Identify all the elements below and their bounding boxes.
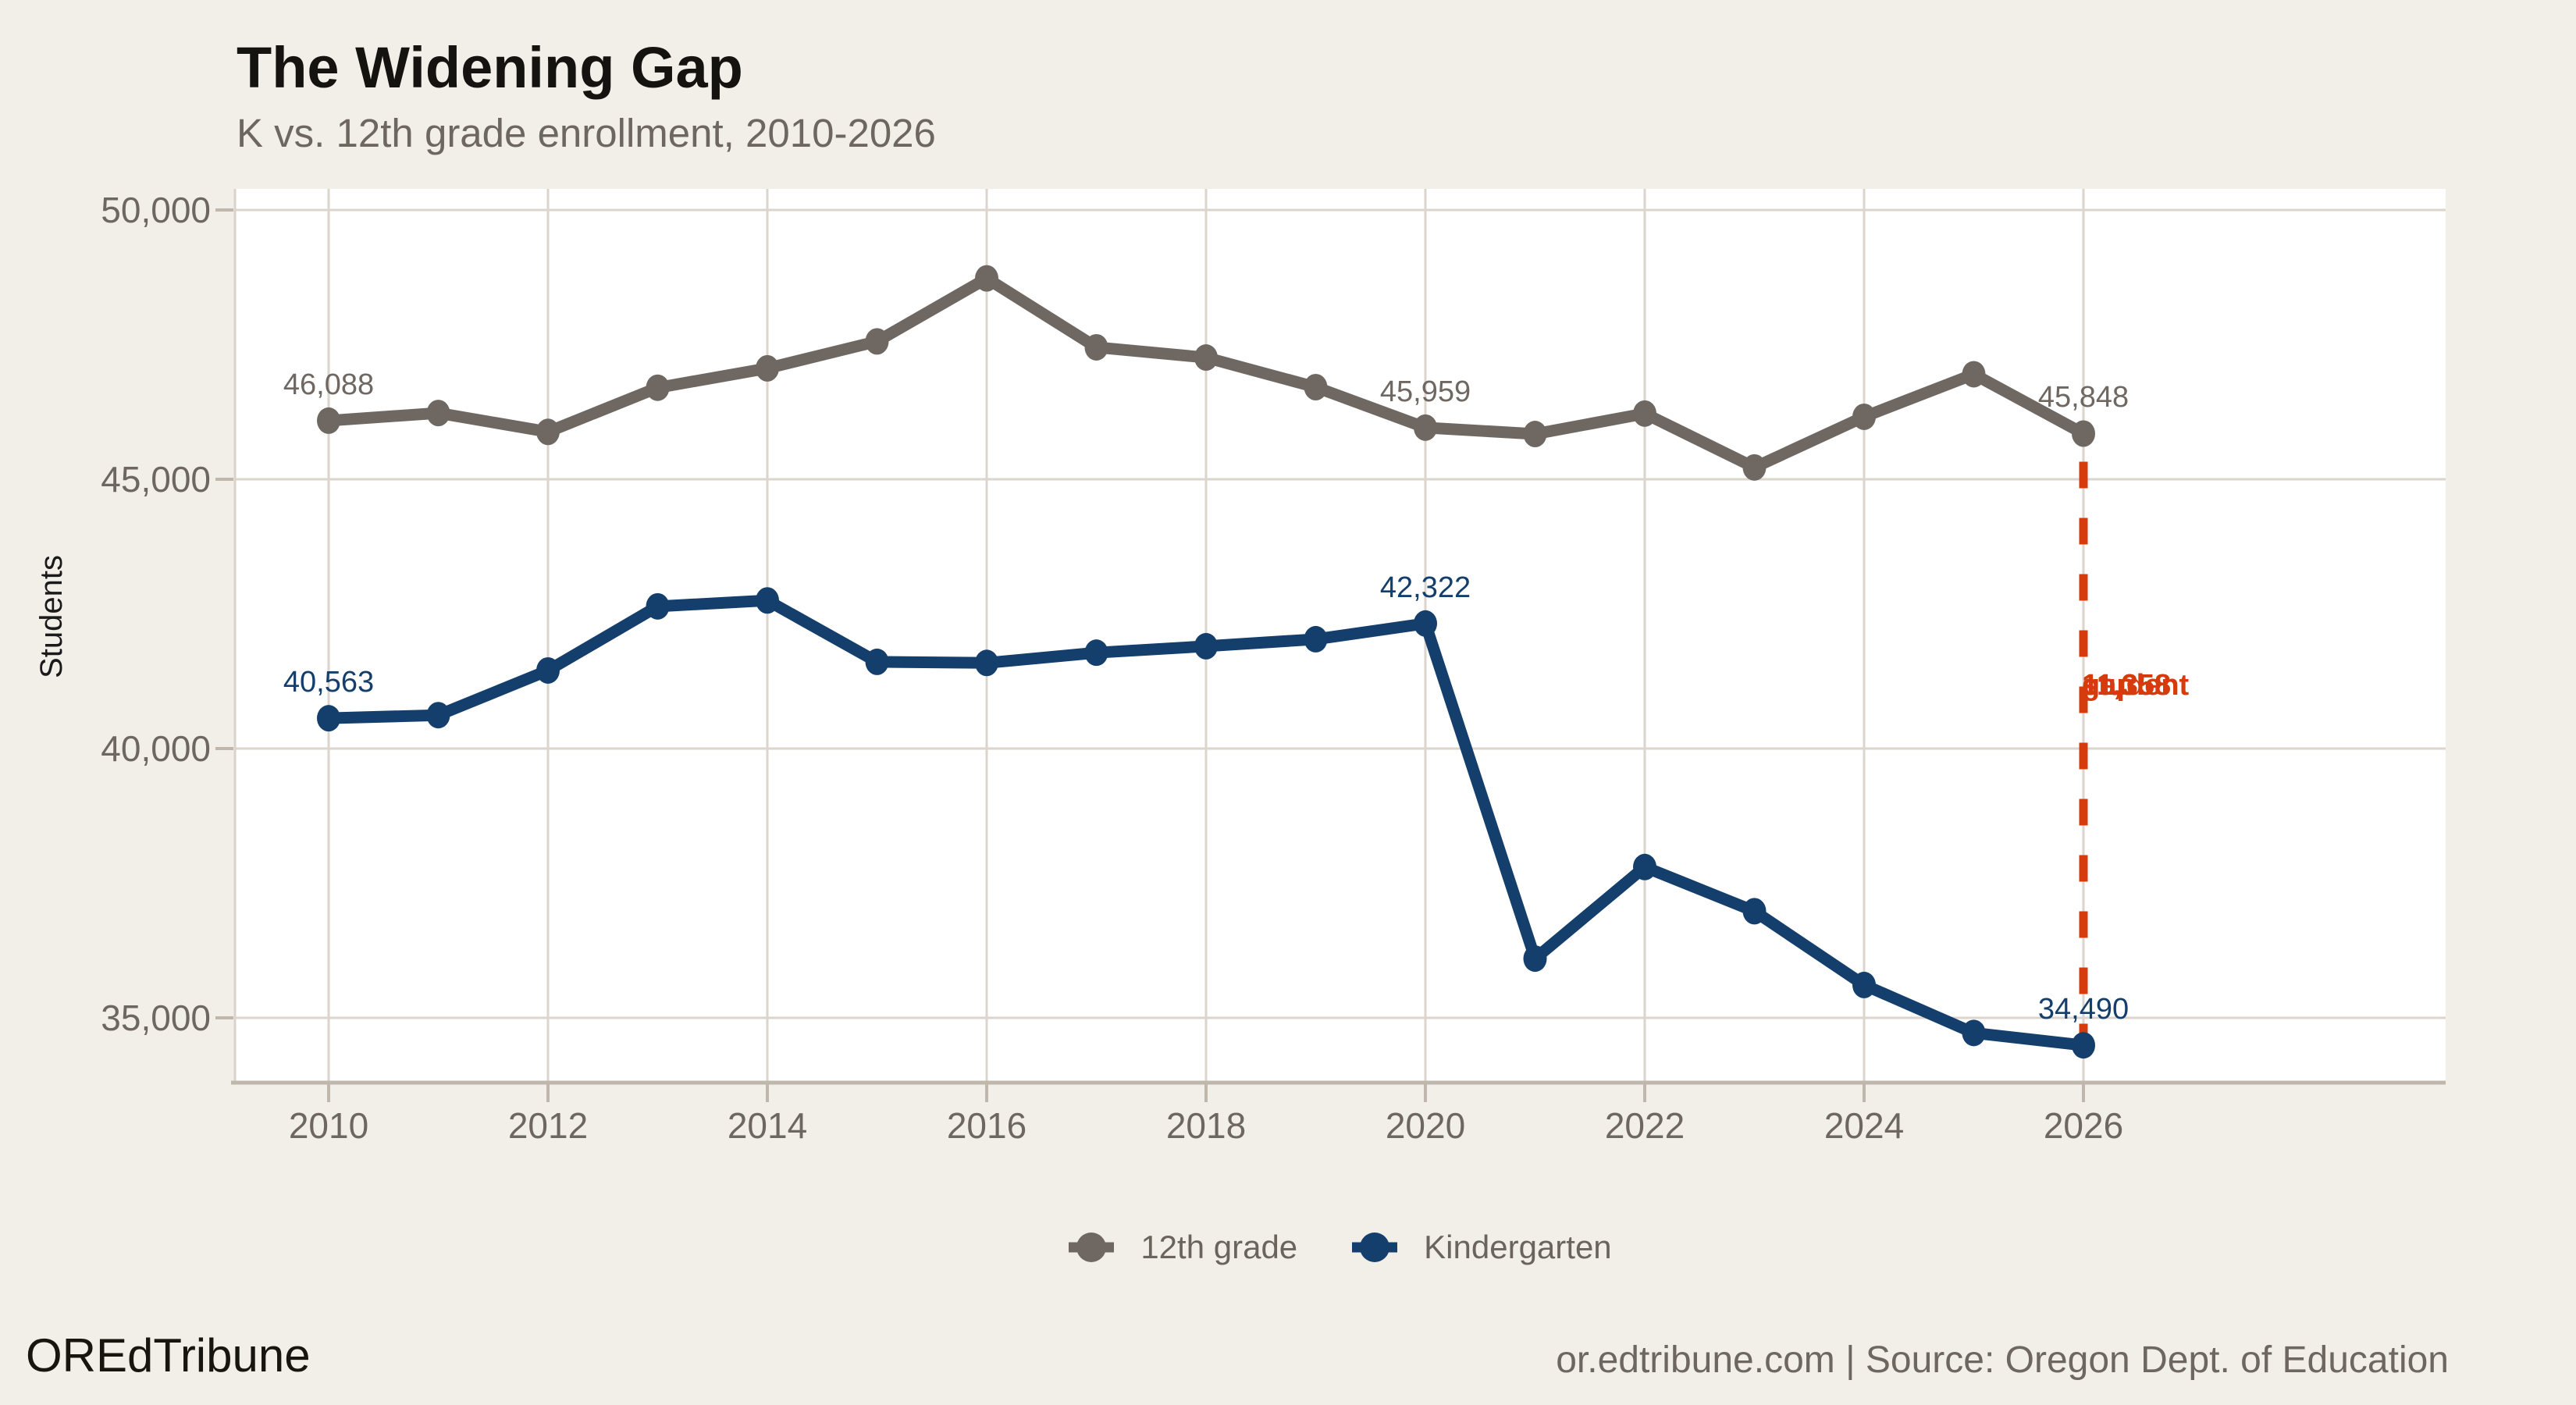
- data-point-kindergarten-2022: [1633, 853, 1656, 880]
- data-point-12th-grade-2015: [865, 328, 889, 355]
- point-label-kindergarten-2026: 34,490: [2037, 993, 2129, 1026]
- data-point-12th-grade-2013: [646, 374, 670, 401]
- x-tick-label-2026: 2026: [2043, 1105, 2124, 1146]
- x-tick-label-2024: 2024: [1823, 1105, 1905, 1146]
- y-tick-label-50000: 50,000: [101, 190, 211, 230]
- data-point-12th-grade-2011: [426, 400, 450, 427]
- x-tick-label-2010: 2010: [288, 1105, 369, 1146]
- gap-annotation-line3: gap: [2082, 669, 2135, 702]
- x-tick-label-2014: 2014: [727, 1105, 808, 1146]
- data-point-12th-grade-2021: [1523, 421, 1547, 448]
- data-point-12th-grade-2016: [975, 265, 998, 292]
- data-point-12th-grade-2014: [756, 354, 779, 382]
- data-point-12th-grade-2019: [1304, 374, 1328, 401]
- point-label-12th-grade-2026: 45,848: [2037, 381, 2129, 414]
- chart-subtitle: K vs. 12th grade enrollment, 2010-2026: [237, 111, 936, 155]
- chart-legend: 12th grade Kindergarten: [235, 1220, 2446, 1275]
- data-point-12th-grade-2022: [1633, 400, 1656, 427]
- data-point-12th-grade-2025: [1962, 361, 1986, 388]
- point-label-12th-grade-2020: 45,959: [1379, 375, 1471, 408]
- y-tick-label-40000: 40,000: [101, 728, 211, 769]
- gap-annotation-line1: 11,358: [2082, 669, 2172, 702]
- legend-label-kindergarten: Kindergarten: [1424, 1229, 1612, 1265]
- data-point-kindergarten-2015: [865, 648, 889, 675]
- chart-title: The Widening Gap: [237, 35, 743, 100]
- legend-marker-icon: [1352, 1232, 1398, 1262]
- x-tick-label-2020: 2020: [1385, 1105, 1466, 1146]
- point-label-12th-grade-2010: 46,088: [283, 368, 375, 401]
- data-point-kindergarten-2024: [1852, 971, 1876, 998]
- data-point-kindergarten-2021: [1523, 945, 1547, 973]
- data-point-12th-grade-2020: [1414, 414, 1437, 441]
- x-tick-label-2022: 2022: [1604, 1105, 1685, 1146]
- legend-item-12th-grade: 12th grade: [1069, 1229, 1297, 1266]
- brand-logo-text: OREdTribune: [26, 1329, 311, 1382]
- legend-label-12th-grade: 12th grade: [1140, 1229, 1298, 1265]
- data-point-12th-grade-2023: [1742, 454, 1767, 481]
- x-tick-label-2016: 2016: [946, 1105, 1027, 1146]
- data-point-kindergarten-2026: [2072, 1032, 2095, 1059]
- data-point-12th-grade-2012: [536, 418, 560, 446]
- data-point-kindergarten-2025: [1962, 1019, 1986, 1047]
- point-label-kindergarten-2010: 40,563: [283, 666, 375, 699]
- data-point-12th-grade-2010: [317, 407, 340, 434]
- data-point-kindergarten-2011: [426, 702, 450, 729]
- source-credit: or.edtribune.com | Source: Oregon Dept. …: [1556, 1339, 2449, 1381]
- data-point-12th-grade-2024: [1852, 403, 1876, 430]
- x-tick-label-2012: 2012: [507, 1105, 589, 1146]
- y-tick-label-45000: 45,000: [101, 459, 211, 500]
- data-point-kindergarten-2019: [1304, 625, 1328, 653]
- data-point-kindergarten-2018: [1194, 632, 1218, 660]
- data-point-kindergarten-2013: [646, 592, 670, 620]
- data-point-kindergarten-2023: [1742, 898, 1767, 925]
- data-point-12th-grade-2026: [2072, 420, 2095, 447]
- x-tick-label-2018: 2018: [1165, 1105, 1247, 1146]
- data-point-kindergarten-2016: [975, 649, 998, 677]
- point-label-kindergarten-2020: 42,322: [1379, 571, 1471, 604]
- data-point-kindergarten-2020: [1414, 610, 1437, 637]
- y-axis-title: Students: [34, 555, 69, 678]
- y-tick-label-35000: 35,000: [101, 998, 211, 1038]
- legend-item-kindergarten: Kindergarten: [1352, 1229, 1612, 1266]
- legend-marker-icon: [1069, 1232, 1115, 1262]
- data-point-kindergarten-2017: [1084, 639, 1108, 667]
- data-point-12th-grade-2017: [1084, 333, 1108, 361]
- data-point-12th-grade-2018: [1194, 344, 1218, 372]
- data-point-kindergarten-2014: [756, 587, 779, 614]
- data-point-kindergarten-2010: [317, 705, 340, 732]
- gap-annotation-line2: student: [2082, 669, 2190, 702]
- data-point-kindergarten-2012: [536, 656, 560, 684]
